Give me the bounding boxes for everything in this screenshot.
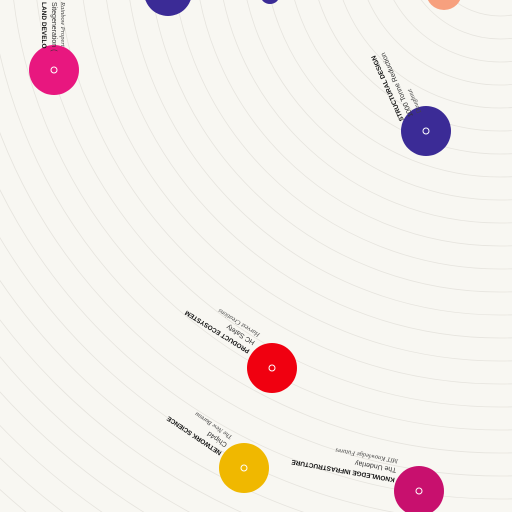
orbit-line (59, 0, 512, 385)
orbit-line (367, 0, 512, 86)
node[interactable]: STRUCTURAL DESIGN 1000 Tonne Reduction D… (370, 46, 451, 156)
orbit-line (199, 0, 512, 247)
orbit-line (176, 0, 512, 270)
orbit-line (83, 0, 512, 362)
node-icon (422, 127, 430, 135)
orbit-line (452, 0, 512, 17)
orbit-line (342, 0, 512, 109)
node[interactable]: NETWORK SCIENCE Chip4d The New Bureau (165, 398, 269, 493)
orbit-line (0, 131, 512, 477)
node-circle[interactable] (394, 466, 444, 512)
node-icon (50, 66, 58, 74)
orbit-line (129, 0, 512, 316)
node-circle[interactable] (426, 0, 462, 10)
node-client: Rainbow Propert (59, 1, 66, 47)
node[interactable]: KNOWLEDGE INFRASTRUCTURE The Underlay MI… (290, 439, 444, 512)
orbit-line (246, 0, 512, 201)
orbit-line (420, 0, 512, 40)
node-icon (268, 364, 276, 372)
orbit-line (36, 0, 512, 408)
node-circle[interactable] (144, 0, 192, 16)
node[interactable]: LAND DEVELO Sitegeneration ( Rainbow Pro… (29, 1, 79, 95)
orbit-line (106, 0, 512, 339)
node-icon (415, 487, 423, 495)
orbit-line (0, 52, 512, 454)
orbit-line (318, 0, 512, 132)
orbit-line (294, 0, 512, 155)
node-circle[interactable] (29, 45, 79, 95)
node-circle[interactable] (219, 443, 269, 493)
orbit-line (13, 0, 512, 431)
orbit-line (152, 0, 512, 293)
node-category: LAND DEVELO (40, 2, 47, 49)
orbit-line (223, 0, 512, 224)
node[interactable]: PRODUCT ECOSYSTEM HC Safety Harvest Crea… (184, 293, 297, 393)
orbit-line (0, 188, 512, 500)
node-circle[interactable] (247, 343, 297, 393)
node-project: Sitegeneration ( (50, 2, 57, 52)
orbit-line (270, 0, 512, 178)
node-circle[interactable] (401, 106, 451, 156)
node-circle[interactable] (260, 0, 280, 4)
orbit-line (393, 0, 512, 63)
node-icon (240, 464, 248, 472)
